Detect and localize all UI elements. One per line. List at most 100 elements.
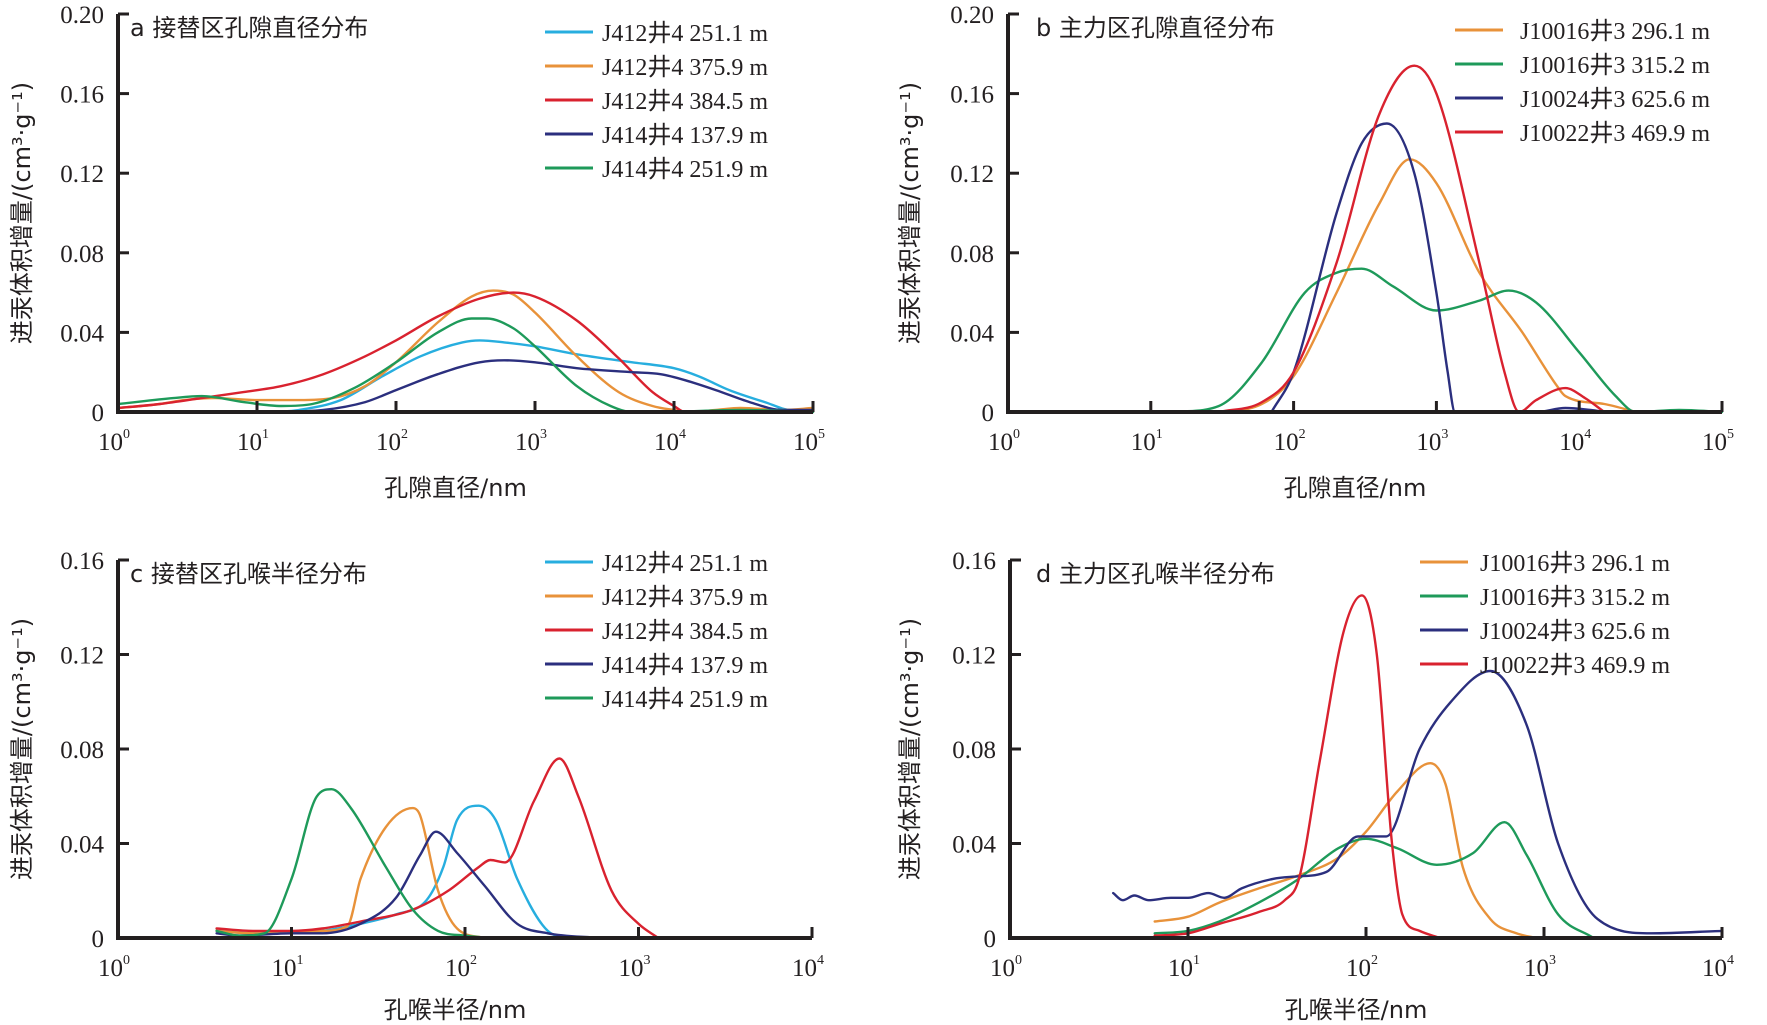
y-tick-label: 0 (92, 926, 105, 953)
x-tick-label: 100 (98, 427, 130, 456)
legend-label: J10024井3 625.6 m (1480, 618, 1670, 645)
legend-label: J10016井3 296.1 m (1480, 550, 1670, 577)
series-group (1112, 594, 1724, 940)
x-axis-title: 孔喉半径/nm (1285, 996, 1428, 1024)
series-line-2 (1174, 267, 1724, 414)
panel-a-pore-diameter-replacement-area: 0 0.04 0.08 0.12 0.16 0.20 100 101 102 103 104 105 孔… (8, 2, 825, 502)
series-line-1 (1153, 762, 1538, 940)
panel-title: c 接替区孔喉半径分布 (130, 560, 367, 588)
series-line-2 (1153, 821, 1595, 940)
legend-label: J10022井3 469.9 m (1520, 120, 1710, 147)
series-line-3 (215, 757, 660, 940)
series-group (116, 289, 815, 414)
x-axis-title: 孔喉半径/nm (384, 996, 527, 1024)
y-tick-label: 0 (984, 926, 997, 953)
x-tick-label: 100 (98, 953, 130, 982)
series-line-1 (1217, 158, 1638, 414)
series-group (215, 757, 660, 940)
x-tick-label: 100 (988, 427, 1020, 456)
y-tick-label: 0.16 (950, 82, 994, 109)
series-line-3 (1270, 122, 1606, 414)
legend-label: J414井4 137.9 m (602, 122, 768, 149)
legend-label: J412井4 384.5 m (602, 618, 768, 645)
x-tick-label: 102 (445, 953, 477, 982)
legend-label: J412井4 375.9 m (602, 54, 768, 81)
y-tick-label: 0.20 (60, 2, 104, 29)
legend-label: J412井4 384.5 m (602, 88, 768, 115)
y-tick-label: 0.16 (952, 548, 996, 575)
panel-title: d 主力区孔喉半径分布 (1036, 560, 1275, 588)
y-tick-label: 0 (982, 400, 995, 427)
y-tick-label: 0.12 (60, 643, 104, 670)
series-line-3 (1112, 669, 1724, 935)
legend-label: J10024井3 625.6 m (1520, 86, 1710, 113)
series-line-4 (1217, 64, 1606, 414)
y-tick-label: 0.12 (950, 161, 994, 188)
legend: J412井4 251.1 m J412井4 375.9 m J412井4 384.5… (545, 20, 768, 183)
y-tick-label: 0.04 (950, 320, 994, 347)
y-tick-label: 0.04 (60, 320, 104, 347)
x-tick-label: 105 (1702, 427, 1734, 456)
x-tick-label: 104 (1702, 953, 1734, 982)
x-tick-label: 103 (515, 427, 547, 456)
legend-label: J414井4 137.9 m (602, 652, 768, 679)
legend: J10016井3 296.1 m J10016井3 315.2 m J10024井3… (1420, 550, 1670, 679)
x-tick-label: 104 (792, 953, 824, 982)
legend-label: J414井4 251.9 m (602, 686, 768, 713)
y-tick-label: 0.08 (950, 241, 994, 268)
x-tick-label: 101 (1168, 953, 1200, 982)
x-tick-label: 101 (1131, 427, 1163, 456)
series-line-4 (1153, 594, 1442, 940)
y-axis-title: 进汞体积增量/(cm³·g⁻¹) (896, 618, 924, 880)
series-group (1174, 64, 1724, 414)
legend-label: J10016井3 315.2 m (1480, 584, 1670, 611)
legend-label: J10022井3 469.9 m (1480, 652, 1670, 679)
x-tick-label: 105 (793, 427, 825, 456)
y-tick-label: 0.12 (60, 161, 104, 188)
y-axis-title: 进汞体积增量/(cm³·g⁻¹) (8, 618, 36, 880)
y-tick-label: 0.20 (950, 2, 994, 29)
y-axis-title: 进汞体积增量/(cm³·g⁻¹) (896, 82, 924, 344)
x-tick-label: 104 (654, 427, 686, 456)
panel-c-throat-radius-replacement-area: 0 0.04 0.08 0.12 0.16 100 101 102 103 104 孔喉半径/nm 进… (8, 548, 824, 1024)
x-tick-label: 103 (1416, 427, 1448, 456)
panel-d-throat-radius-main-area: 0 0.04 0.08 0.12 0.16 100 101 102 103 104 孔喉半径/nm 进… (896, 548, 1734, 1024)
legend-label: J414井4 251.9 m (602, 156, 768, 183)
panel-b-pore-diameter-main-area: 0 0.04 0.08 0.12 0.16 0.20 100 101 102 103 104 105 孔… (896, 2, 1734, 502)
legend-label: J412井4 251.1 m (602, 550, 768, 577)
x-tick-label: 102 (376, 427, 408, 456)
series-line-5 (215, 788, 492, 940)
panel-title: a 接替区孔隙直径分布 (130, 14, 368, 42)
series-line-1 (215, 804, 571, 940)
y-tick-label: 0.04 (60, 832, 104, 859)
x-tick-label: 101 (272, 953, 304, 982)
x-tick-label: 101 (237, 427, 269, 456)
y-tick-label: 0.16 (60, 82, 104, 109)
y-tick-label: 0.08 (60, 241, 104, 268)
series-line-2 (116, 289, 815, 414)
y-tick-label: 0.12 (952, 643, 996, 670)
legend-label: J412井4 375.9 m (602, 584, 768, 611)
legend-label: J10016井3 315.2 m (1520, 52, 1710, 79)
x-tick-label: 104 (1559, 427, 1591, 456)
series-line-4 (280, 359, 815, 414)
x-tick-label: 102 (1346, 953, 1378, 982)
x-axis-title: 孔隙直径/nm (1284, 474, 1427, 502)
y-axis-title: 进汞体积增量/(cm³·g⁻¹) (8, 82, 36, 344)
legend-label: J412井4 251.1 m (602, 20, 768, 47)
x-tick-label: 102 (1274, 427, 1306, 456)
x-axis-title: 孔隙直径/nm (384, 474, 527, 502)
x-tick-label: 100 (990, 953, 1022, 982)
x-tick-label: 103 (1524, 953, 1556, 982)
legend-label: J10016井3 296.1 m (1520, 18, 1710, 45)
y-tick-label: 0.16 (60, 548, 104, 575)
y-tick-label: 0.04 (952, 832, 996, 859)
legend: J10016井3 296.1 m J10016井3 315.2 m J10024井3… (1455, 18, 1710, 147)
y-tick-label: 0.08 (952, 737, 996, 764)
y-tick-label: 0 (92, 400, 105, 427)
y-tick-label: 0.08 (60, 737, 104, 764)
panel-title: b 主力区孔隙直径分布 (1036, 14, 1275, 42)
series-line-3 (116, 291, 815, 414)
series-line-1 (271, 339, 815, 414)
